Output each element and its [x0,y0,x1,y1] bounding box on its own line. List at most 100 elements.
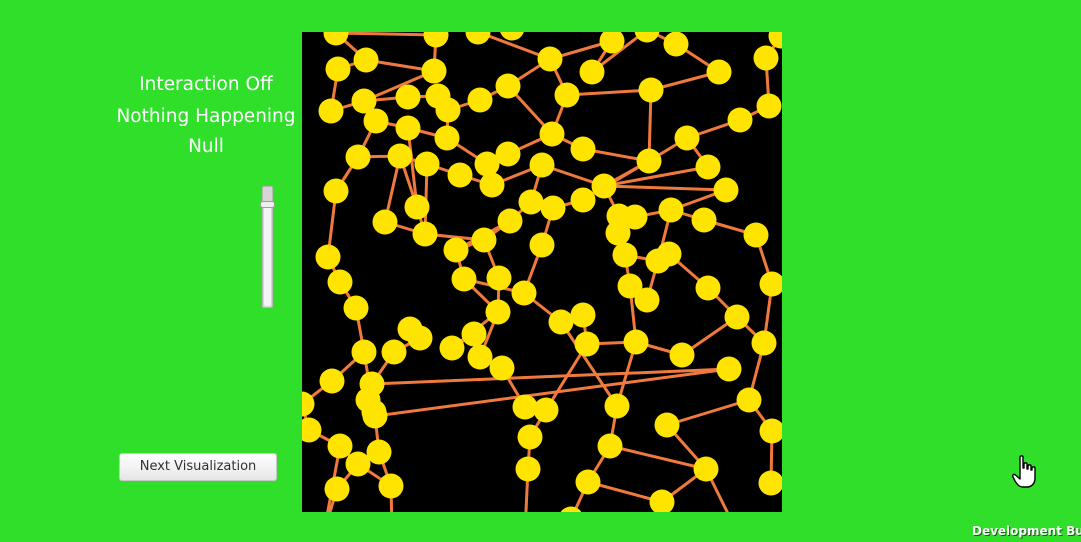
graph-node[interactable] [363,108,389,134]
graph-node[interactable] [756,93,782,119]
graph-node[interactable] [471,227,497,253]
graph-node[interactable] [302,391,315,417]
graph-node[interactable] [366,439,392,465]
graph-node[interactable] [511,280,537,306]
graph-node[interactable] [302,417,322,443]
graph-node[interactable] [759,271,783,297]
graph-node[interactable] [753,45,779,71]
graph-node[interactable] [423,32,449,48]
graph-node[interactable] [407,325,433,351]
graph-node[interactable] [706,59,732,85]
graph-node[interactable] [351,339,377,365]
graph-node[interactable] [591,173,617,199]
graph-node[interactable] [612,242,638,268]
graph-node[interactable] [467,344,493,370]
graph-node[interactable] [495,73,521,99]
graph-node[interactable] [517,424,543,450]
graph-node[interactable] [597,433,623,459]
slider-handle[interactable] [260,200,275,208]
graph-node[interactable] [623,329,649,355]
graph-node[interactable] [497,208,523,234]
graph-node[interactable] [467,87,493,113]
graph-node[interactable] [327,269,353,295]
graph-node[interactable] [548,309,574,335]
graph-node[interactable] [327,433,353,459]
graph-node[interactable] [537,46,563,72]
graph-node[interactable] [743,222,769,248]
graph-node[interactable] [486,265,512,291]
graph-node[interactable] [758,470,783,496]
graph-node[interactable] [654,412,680,438]
graph-node[interactable] [512,394,538,420]
graph-node[interactable] [727,107,753,133]
graph-node[interactable] [378,473,404,499]
graph-node[interactable] [414,151,440,177]
graph-node[interactable] [435,97,461,123]
graph-node[interactable] [489,355,515,381]
graph-visualization[interactable] [302,32,782,512]
graph-node[interactable] [387,143,413,169]
graph-node[interactable] [691,207,717,233]
graph-node[interactable] [318,98,344,124]
graph-node[interactable] [395,84,421,110]
graph-node[interactable] [474,151,500,177]
graph-node[interactable] [495,141,521,167]
graph-node[interactable] [451,266,477,292]
graph-node[interactable] [768,32,783,49]
graph-node[interactable] [533,397,559,423]
graph-node[interactable] [343,295,369,321]
graph-node[interactable] [315,244,341,270]
graph-node[interactable] [554,82,580,108]
graph-node[interactable] [716,356,742,382]
graph-node[interactable] [724,304,750,330]
graph-node[interactable] [362,403,388,429]
graph-node[interactable] [695,154,721,180]
graph-node[interactable] [395,115,421,141]
graph-node[interactable] [404,194,430,220]
graph-node[interactable] [579,59,605,85]
graph-canvas[interactable] [302,32,782,512]
graph-node[interactable] [412,221,438,247]
graph-node[interactable] [599,32,625,54]
graph-node[interactable] [325,56,351,82]
graph-node[interactable] [353,47,379,73]
graph-node[interactable] [656,241,682,267]
next-visualization-button[interactable]: Next Visualization [119,453,277,481]
graph-node[interactable] [636,148,662,174]
graph-node[interactable] [324,476,350,502]
graph-node[interactable] [574,331,600,357]
graph-node[interactable] [518,189,544,215]
graph-node[interactable] [372,209,398,235]
graph-node[interactable] [421,58,447,84]
graph-node[interactable] [570,302,596,328]
graph-node[interactable] [663,32,689,57]
graph-node[interactable] [345,144,371,170]
graph-node[interactable] [351,88,377,114]
graph-node[interactable] [617,273,643,299]
graph-node[interactable] [674,125,700,151]
graph-node[interactable] [713,177,739,203]
graph-node[interactable] [447,162,473,188]
graph-node[interactable] [693,456,719,482]
graph-node[interactable] [529,152,555,178]
graph-node[interactable] [570,187,596,213]
graph-node[interactable] [461,321,487,347]
graph-node[interactable] [570,136,596,162]
graph-node[interactable] [540,195,566,221]
graph-node[interactable] [622,204,648,230]
graph-node[interactable] [485,299,511,325]
graph-node[interactable] [736,387,762,413]
graph-node[interactable] [669,342,695,368]
graph-node[interactable] [638,77,664,103]
graph-node[interactable] [323,32,349,46]
vertical-slider[interactable] [260,186,275,308]
graph-node[interactable] [479,172,505,198]
graph-node[interactable] [658,197,684,223]
graph-node[interactable] [515,456,541,482]
graph-node[interactable] [575,469,601,495]
graph-node[interactable] [434,125,460,151]
graph-node[interactable] [439,335,465,361]
graph-node[interactable] [323,178,349,204]
graph-node[interactable] [345,451,371,477]
graph-node[interactable] [319,368,345,394]
